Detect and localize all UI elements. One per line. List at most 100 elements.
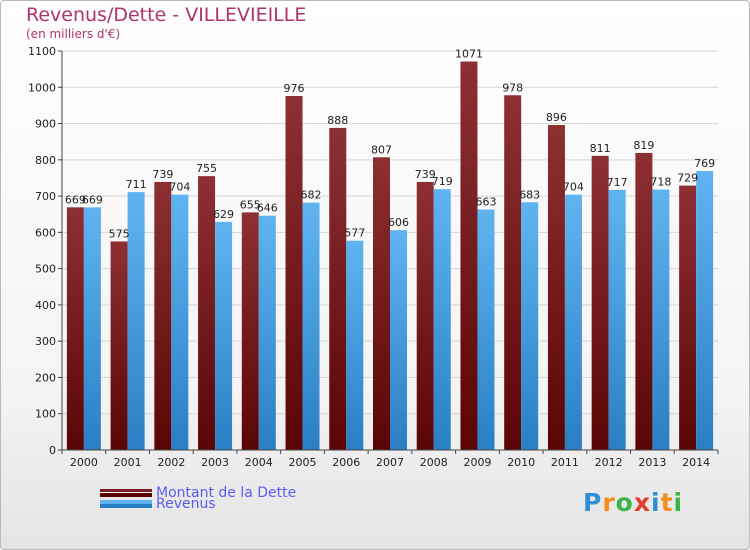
chart-title: Revenus/Dette - VILLEVIEILLE xyxy=(26,4,307,26)
x-tick-label: 2013 xyxy=(638,456,666,469)
x-tick-label: 2012 xyxy=(595,456,623,469)
x-tick-label: 2007 xyxy=(376,456,404,469)
y-tick-label: 300 xyxy=(35,335,56,348)
bar-dette xyxy=(285,95,303,450)
bar-revenus xyxy=(171,194,189,450)
data-label-dette: 888 xyxy=(327,114,348,127)
data-label-revenus: 711 xyxy=(126,178,147,191)
legend-label-revenus: Revenus xyxy=(156,496,216,512)
bar-revenus xyxy=(127,192,145,451)
logo-letter: o xyxy=(615,488,634,517)
data-label-dette: 819 xyxy=(633,139,654,152)
data-label-dette: 655 xyxy=(240,198,261,211)
x-tick-label: 2014 xyxy=(682,456,710,469)
x-tick-label: 2010 xyxy=(507,456,535,469)
logo-letter: P xyxy=(583,488,603,517)
data-label-revenus: 669 xyxy=(82,193,103,206)
logo-letter: i xyxy=(673,488,684,517)
logo-letter: i xyxy=(651,488,661,517)
data-label-dette: 807 xyxy=(371,143,392,156)
x-tick-label: 2011 xyxy=(551,456,579,469)
bar-revenus xyxy=(258,215,276,450)
y-tick-label: 700 xyxy=(35,190,56,203)
y-tick-label: 800 xyxy=(35,154,56,167)
bar-dette xyxy=(66,207,84,450)
data-label-dette: 739 xyxy=(415,168,436,181)
x-tick-label: 2002 xyxy=(157,456,185,469)
bar-revenus xyxy=(346,240,364,450)
data-label-revenus: 606 xyxy=(388,216,409,229)
x-tick-label: 2006 xyxy=(332,456,360,469)
x-tick-label: 2004 xyxy=(245,456,273,469)
x-tick-label: 2000 xyxy=(70,456,98,469)
bar-revenus xyxy=(215,221,233,450)
data-label-dette: 896 xyxy=(546,111,567,124)
bar-revenus xyxy=(83,207,101,450)
logo-letter: r xyxy=(602,488,616,517)
bar-dette xyxy=(416,181,434,450)
bar-revenus xyxy=(302,202,320,450)
bar-revenus xyxy=(477,209,495,450)
y-tick-label: 1100 xyxy=(28,45,56,58)
data-label-revenus: 663 xyxy=(475,196,496,209)
legend-label-dette: Montant de la Dette xyxy=(156,485,297,501)
y-tick-label: 900 xyxy=(35,118,56,131)
bar-revenus xyxy=(390,230,407,450)
data-label-revenus: 629 xyxy=(213,208,234,221)
data-label-revenus: 718 xyxy=(650,176,671,189)
data-label-revenus: 683 xyxy=(519,188,540,201)
bar-dette xyxy=(460,61,478,450)
bar-dette xyxy=(591,155,609,450)
bar-dette xyxy=(329,127,347,450)
bar-dette xyxy=(635,152,653,450)
data-label-revenus: 719 xyxy=(432,175,453,188)
y-tick-label: 600 xyxy=(35,226,56,239)
data-label-dette: 755 xyxy=(196,162,217,175)
data-label-dette: 811 xyxy=(590,142,611,155)
data-label-dette: 669 xyxy=(65,193,86,206)
bar-dette xyxy=(241,212,259,450)
bar-revenus xyxy=(652,189,670,450)
y-tick-label: 100 xyxy=(35,408,56,421)
data-label-dette: 729 xyxy=(677,172,698,185)
data-label-revenus: 577 xyxy=(344,227,365,240)
logo-letter: x xyxy=(633,488,651,517)
bar-revenus xyxy=(696,171,714,450)
bar-dette xyxy=(679,185,697,450)
bar-revenus xyxy=(608,189,626,450)
data-label-dette: 976 xyxy=(284,82,305,95)
bar-dette xyxy=(154,181,172,450)
y-tick-label: 500 xyxy=(35,263,56,276)
data-label-dette: 739 xyxy=(152,168,173,181)
y-tick-label: 400 xyxy=(35,299,56,312)
bar-dette xyxy=(110,241,128,450)
data-label-revenus: 717 xyxy=(607,176,628,189)
data-label-revenus: 769 xyxy=(694,157,715,170)
bar-revenus xyxy=(433,189,451,450)
y-tick-label: 0 xyxy=(49,444,56,457)
bar-dette xyxy=(198,176,216,450)
x-tick-label: 2001 xyxy=(114,456,142,469)
x-tick-label: 2009 xyxy=(463,456,491,469)
chart-subtitle: (en milliers d'€) xyxy=(26,27,121,41)
data-label-dette: 1071 xyxy=(455,48,483,61)
y-tick-label: 200 xyxy=(35,371,56,384)
bar-dette xyxy=(547,124,565,450)
data-label-revenus: 682 xyxy=(301,189,322,202)
bar-dette xyxy=(504,95,522,451)
x-tick-label: 2008 xyxy=(420,456,448,469)
bar-revenus xyxy=(521,202,539,450)
bar-dette xyxy=(373,157,390,450)
data-label-revenus: 646 xyxy=(257,202,278,215)
bar-revenus xyxy=(564,194,582,450)
legend-swatch-dette xyxy=(100,489,152,497)
proxiti-logo: Proxiti xyxy=(583,488,683,517)
logo-letter: t xyxy=(660,488,674,517)
data-label-revenus: 704 xyxy=(169,181,190,194)
data-label-dette: 575 xyxy=(109,227,130,240)
x-tick-label: 2003 xyxy=(201,456,229,469)
y-tick-label: 1000 xyxy=(28,81,56,94)
data-label-dette: 978 xyxy=(502,81,523,94)
data-label-revenus: 704 xyxy=(563,181,584,194)
